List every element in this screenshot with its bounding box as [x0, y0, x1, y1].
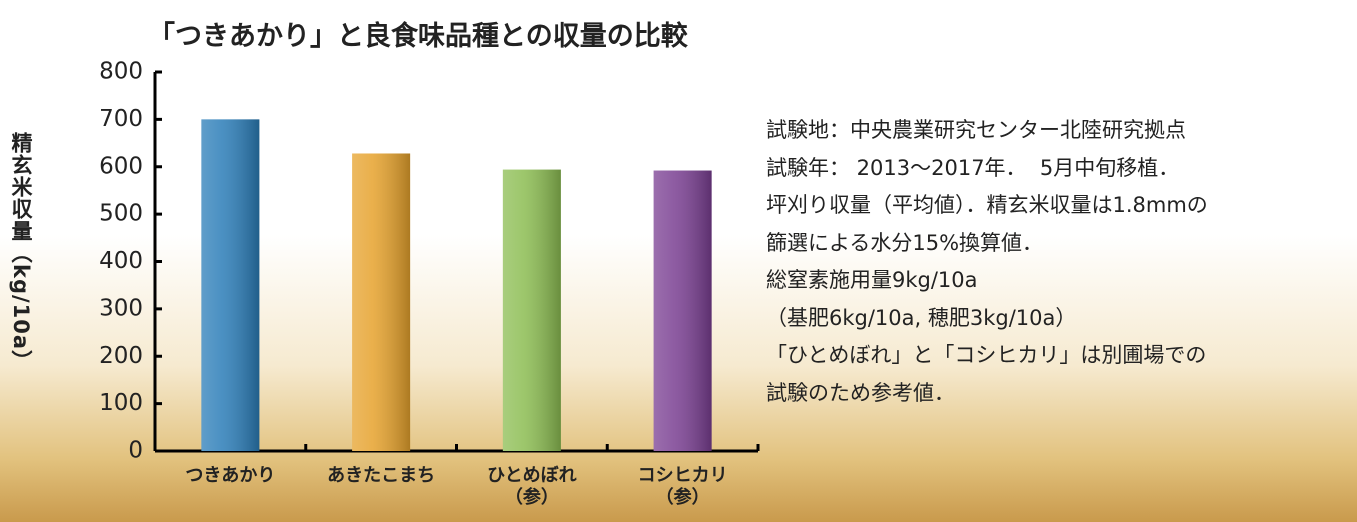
y-tick-label: 300: [99, 295, 143, 321]
note-line: 総窒素施用量9kg/10a: [766, 268, 978, 292]
y-tick-label: 700: [99, 106, 143, 132]
y-tick-label: 600: [99, 153, 143, 179]
bar-shine: [352, 153, 411, 452]
y-tick-label: 0: [128, 438, 143, 464]
bar-shine: [653, 170, 712, 452]
y-tick-label: 500: [99, 201, 143, 227]
note-line: 試験年： 2013～2017年． 5月中旬移植．: [766, 155, 1180, 180]
note-line: 篩選による水分15%換算値．: [766, 230, 1044, 255]
bar-shine: [201, 119, 260, 451]
note-line: 「ひとめぼれ」と「コシヒカリ」は別圃場での: [766, 343, 1207, 367]
y-tick-label: 800: [99, 59, 143, 85]
note-line: 試験のため参考値．: [766, 380, 955, 405]
y-tick-label: 100: [99, 390, 143, 416]
y-axis-label: 精玄米収量（kg/10a）: [9, 132, 33, 373]
bar-shine: [502, 169, 561, 451]
note-line: 坪刈り収量（平均値）．精玄米収量は1.8mmの: [766, 193, 1208, 217]
x-tick-label: あきたこまち: [327, 465, 436, 486]
note-line: 試験地：中央農業研究センター北陸研究拠点: [766, 118, 1186, 142]
x-tick-label: つきあかり: [185, 465, 276, 486]
x-tick-label: コシヒカリ （参）: [637, 465, 728, 508]
x-tick-label: ひとめぼれ （参）: [487, 465, 577, 508]
note-line: （基肥6kg/10a, 穂肥3kg/10a）: [766, 305, 1077, 330]
y-tick-label: 200: [99, 343, 143, 369]
y-tick-label: 400: [99, 248, 143, 274]
chart-title: 「つきあかり」と良食味品種との収量の比較: [148, 21, 688, 52]
notes: 試験地：中央農業研究センター北陸研究拠点 試験年： 2013～2017年． 5月中…: [766, 112, 1208, 412]
